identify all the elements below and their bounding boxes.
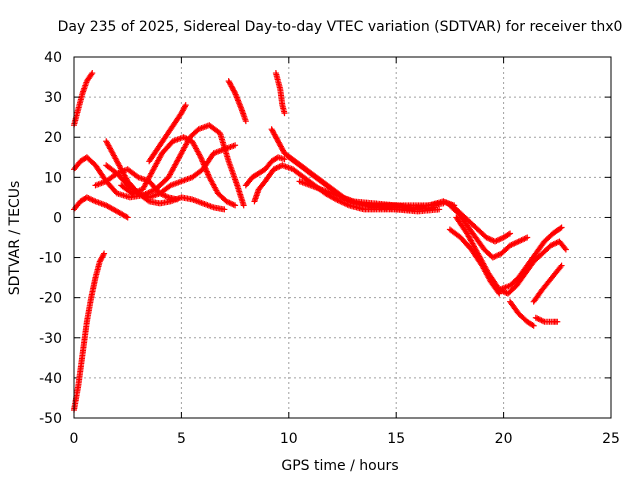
- data-point: [554, 318, 561, 325]
- x-tick-label: 5: [177, 431, 186, 447]
- series-arc-h: [103, 142, 239, 201]
- data-point: [240, 202, 247, 209]
- x-tick-label: 20: [495, 431, 513, 447]
- data-point: [89, 70, 96, 77]
- data-point: [100, 251, 107, 258]
- x-tick-label: 25: [602, 431, 620, 447]
- data-point: [436, 206, 443, 213]
- series-arc-k: [272, 70, 288, 117]
- data-point: [124, 214, 131, 221]
- y-tick-label: 40: [44, 50, 62, 66]
- data-point: [231, 88, 238, 95]
- series-arc-v: [507, 298, 537, 329]
- data-point: [562, 246, 569, 253]
- data-point: [123, 213, 130, 220]
- series-arc-a: [71, 70, 96, 129]
- x-tick-label: 0: [70, 431, 79, 447]
- y-axis-label: SDTVAR / TECUs: [7, 181, 23, 296]
- y-tick-label: -10: [39, 251, 62, 267]
- series-arc-t: [446, 226, 503, 297]
- data-point: [88, 71, 95, 78]
- series-arc-b: [71, 250, 108, 413]
- series-arc-w: [530, 262, 565, 305]
- data-point: [558, 224, 565, 231]
- data-point: [561, 245, 568, 252]
- data-point: [558, 262, 565, 269]
- series-arc-n: [268, 126, 447, 209]
- data-point: [557, 225, 564, 232]
- data-point: [242, 118, 249, 125]
- series-arc-i: [146, 102, 189, 165]
- y-tick-label: 10: [44, 170, 62, 186]
- series-arc-x: [532, 314, 561, 325]
- y-tick-label: 30: [44, 90, 62, 106]
- data-point: [557, 263, 564, 270]
- x-tick-label: 15: [387, 431, 405, 447]
- data-point: [101, 250, 108, 257]
- x-tick-label: 10: [280, 431, 298, 447]
- y-tick-label: 0: [53, 210, 62, 226]
- data-point: [530, 322, 537, 329]
- data-point: [505, 231, 512, 238]
- data-point: [507, 230, 514, 237]
- data-marks: [71, 70, 569, 413]
- data-point: [182, 102, 189, 109]
- data-point: [529, 321, 536, 328]
- data-point: [232, 142, 239, 149]
- data-point: [281, 156, 288, 163]
- series-arc-p: [296, 178, 443, 215]
- series-arc-l: [242, 154, 288, 189]
- series-arc-c: [71, 194, 131, 221]
- y-tick-label: -50: [39, 411, 62, 427]
- y-tick-label: -30: [39, 331, 62, 347]
- grid-lines: [74, 57, 611, 418]
- data-point: [174, 196, 181, 203]
- x-axis-label: GPS time / hours: [281, 458, 398, 474]
- chart-title: Day 235 of 2025, Sidereal Day-to-day VTE…: [58, 19, 623, 35]
- data-point: [232, 202, 239, 209]
- y-tick-label: -40: [39, 371, 62, 387]
- series-arc-j: [225, 78, 249, 125]
- series-arc-r: [446, 202, 531, 261]
- y-tick-label: -20: [39, 291, 62, 307]
- data-point: [221, 206, 228, 213]
- data-point: [281, 110, 288, 117]
- plot-frame: [73, 56, 612, 419]
- y-tick-label: 20: [44, 130, 62, 146]
- series-arc-u: [496, 238, 569, 297]
- data-point: [181, 103, 188, 110]
- data-point: [524, 234, 531, 241]
- axis-ticks: 0 5 10 15 20 25 -50 -40 -30 -20 -10 0 10 20 30 40: [39, 50, 620, 447]
